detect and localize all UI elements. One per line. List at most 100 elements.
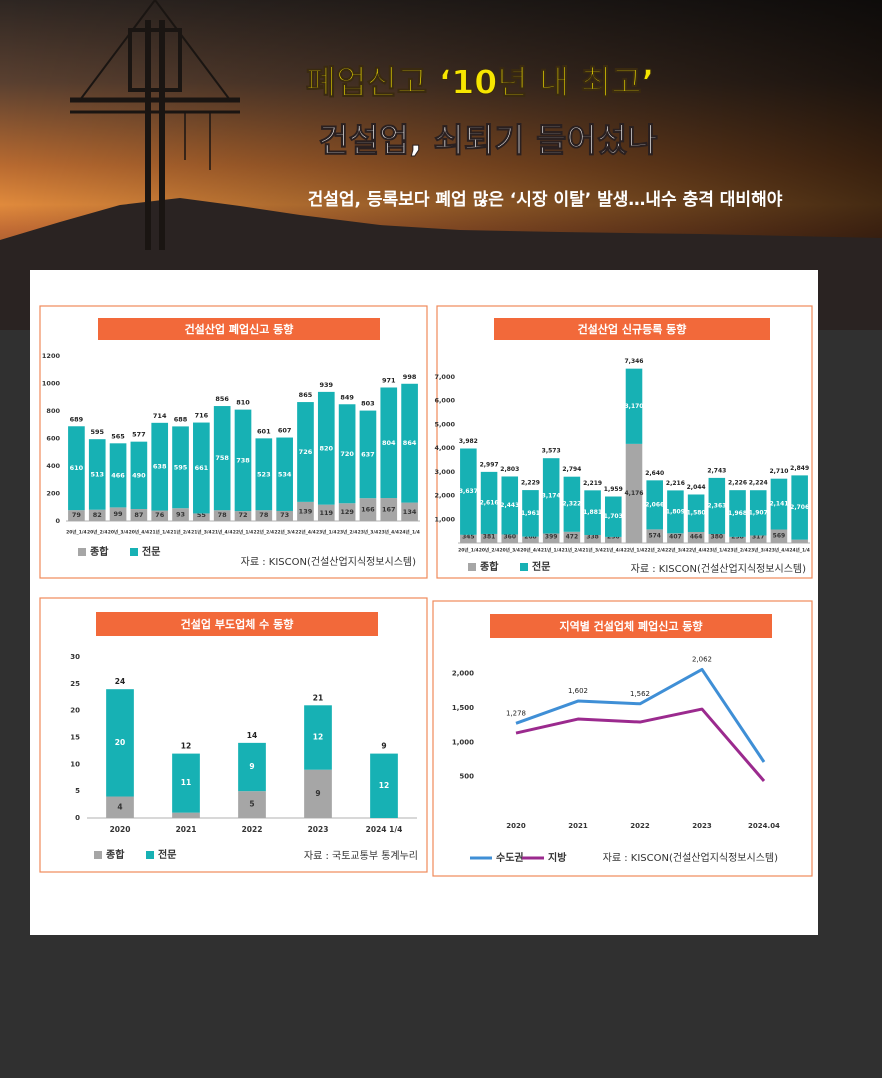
total-label: 3,982 [459, 438, 478, 445]
bar-segment [297, 501, 314, 521]
bar-segment [238, 791, 266, 818]
total-label: 12 [181, 742, 191, 751]
y-tick-label: 1200 [42, 352, 61, 360]
value-label: 4 [117, 802, 122, 811]
x-tick-label: 2023 [692, 822, 712, 830]
legend-swatch [94, 851, 102, 859]
y-tick-label: 1,000 [434, 515, 455, 523]
value-label: 534 [278, 470, 292, 478]
value-label: 720 [340, 450, 354, 458]
value-label: 12 [379, 781, 389, 790]
y-tick-label: 3,000 [434, 468, 455, 476]
bar-segment [130, 509, 148, 521]
value-label: 338 [586, 534, 599, 541]
value-label: 20 [115, 738, 125, 747]
x-tick-label: 21년_1/4 [541, 547, 562, 554]
value-label: 638 [153, 463, 167, 471]
value-label: 738 [236, 456, 250, 464]
value-label: 472 [566, 534, 579, 541]
bar-segment [770, 529, 788, 543]
total-label: 7,346 [625, 358, 644, 365]
x-tick-label: 2020 [110, 825, 131, 834]
legend-swatch [78, 548, 86, 556]
value-label: 2,141 [769, 501, 788, 508]
value-label: 661 [195, 464, 209, 472]
x-tick-label: 20년_1/4 [458, 547, 479, 554]
bar-segment [213, 406, 231, 511]
bar-segment [542, 533, 560, 543]
bar-segment [791, 475, 808, 540]
bar-segment [646, 529, 663, 543]
x-tick-label: 2022 [242, 825, 263, 834]
y-tick-label: 400 [46, 462, 60, 470]
total-label: 2,219 [583, 480, 602, 487]
value-label: 595 [174, 463, 188, 471]
total-label: 1,959 [604, 486, 623, 493]
legend-label: 종합 [90, 545, 109, 558]
total-label: 971 [382, 376, 396, 384]
bar-segment [317, 391, 335, 505]
bar-segment [88, 509, 106, 521]
bar-segment [68, 510, 85, 521]
subtitle: 건설업, 등록보다 폐업 많은 ‘시장 이탈’ 발생…내수 충격 대비해야 [308, 189, 783, 210]
bar-segment [480, 471, 498, 534]
bar-segment [480, 533, 498, 543]
total-label: 3,573 [542, 448, 561, 455]
total-label: 2,710 [769, 468, 788, 475]
value-label: 2,616 [480, 499, 499, 506]
value-label: 569 [773, 533, 786, 540]
bar-segment [255, 510, 273, 521]
value-label: 82 [93, 511, 102, 519]
legend-swatch [130, 548, 138, 556]
x-tick-label: 24년_1/4 [789, 547, 810, 554]
value-label: 2,066 [645, 501, 664, 508]
title-line-1: 폐업신고 ‘10년 내 최고’ [306, 63, 654, 102]
bar-segment [193, 513, 210, 521]
value-label: 2,363 [707, 502, 726, 509]
value-label: 167 [382, 506, 396, 514]
chart-panel [39, 597, 428, 873]
total-label: 2,216 [666, 480, 685, 487]
y-tick-label: 1,500 [452, 704, 474, 712]
value-label: 2,322 [562, 501, 581, 508]
legend-label: 전문 [142, 545, 160, 558]
legend-swatch [146, 851, 154, 859]
value-label: 55 [197, 511, 207, 519]
x-tick-label: 21년_4/4 [603, 547, 624, 554]
value-label: 99 [114, 510, 124, 518]
total-label: 716 [195, 412, 209, 420]
total-label: 856 [215, 395, 229, 403]
value-label: 513 [90, 470, 104, 478]
bar-segment [791, 539, 808, 543]
x-tick-label: 20년_4/4 [520, 547, 541, 554]
value-label: 317 [752, 534, 765, 541]
value-label: 129 [340, 508, 354, 516]
value-label: 79 [72, 511, 82, 519]
value-label: 726 [299, 448, 313, 456]
y-tick-label: 0 [55, 517, 60, 525]
value-label: 804 [382, 439, 396, 447]
chart-panel [436, 305, 813, 579]
y-tick-label: 600 [46, 435, 60, 443]
bar-segment [625, 443, 643, 543]
bar-segment [130, 441, 148, 510]
chart-title: 건설산업 폐업신고 동향 [185, 322, 294, 336]
value-label: 11 [181, 778, 191, 787]
value-label: 637 [361, 450, 375, 458]
x-tick-label: 22년_1/4 [624, 547, 645, 554]
value-label: 119 [320, 509, 334, 517]
value-label: 2,443 [500, 502, 519, 509]
value-label: 72 [238, 511, 247, 519]
bar-segment [338, 404, 356, 504]
y-tick-label: 15 [70, 734, 80, 742]
bar-segment [708, 533, 726, 543]
x-tick-label: 2020 [506, 822, 526, 830]
legend-label: 전문 [532, 560, 550, 573]
x-tick-label: 2022 [630, 822, 650, 830]
value-label: 166 [361, 506, 375, 514]
bar-segment [380, 498, 398, 521]
bar-segment [151, 510, 169, 521]
total-label: 939 [320, 381, 334, 389]
x-tick-label: 20년_2/4 [87, 529, 108, 536]
x-tick-label: 21년_2/4 [562, 547, 583, 554]
